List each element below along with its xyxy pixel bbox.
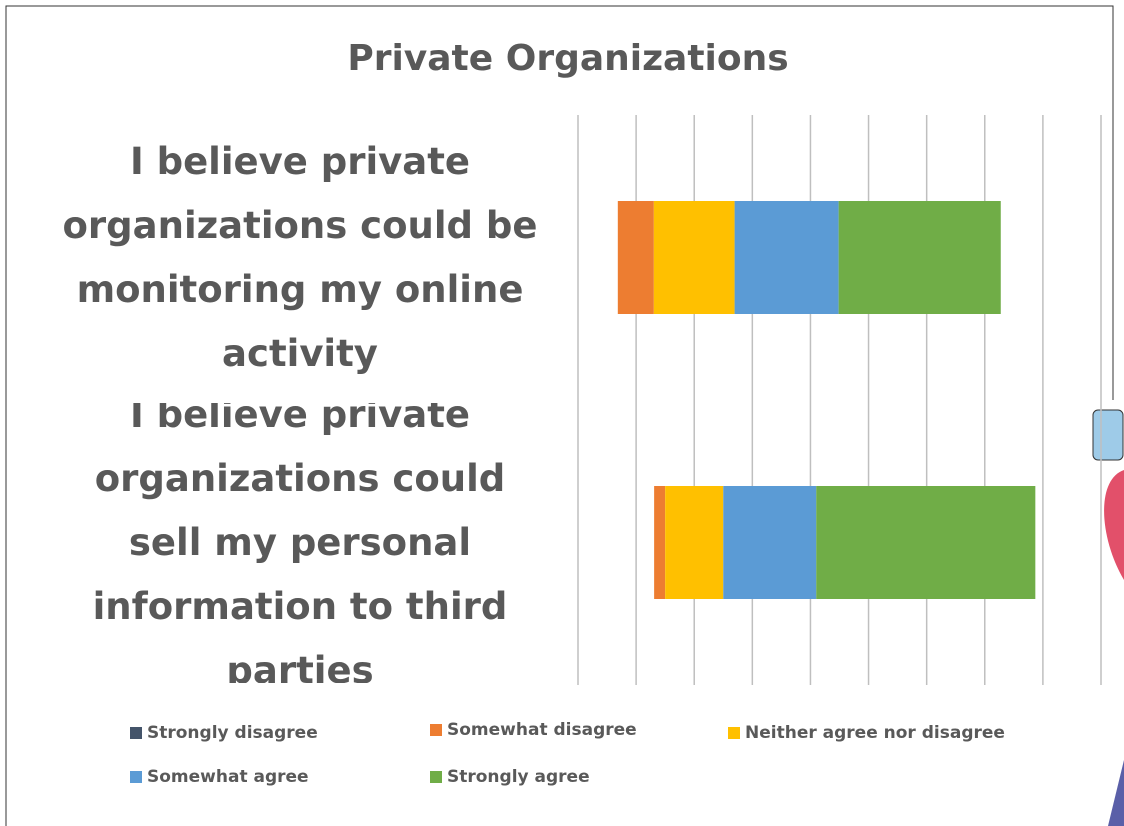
- chart: Private Organizations I believe private …: [0, 0, 1124, 826]
- category-label-box: I believe private organizations could se…: [20, 403, 580, 683]
- legend-label: Strongly agree: [447, 767, 590, 787]
- legend-swatch: [430, 724, 442, 736]
- legend-label: Neither agree nor disagree: [745, 723, 1005, 743]
- legend-swatch: [130, 771, 142, 783]
- legend-label: Somewhat disagree: [447, 720, 637, 740]
- bar-segment: [618, 201, 654, 314]
- category-label-box: I believe private organizations could be…: [20, 118, 580, 398]
- legend-swatch: [130, 727, 142, 739]
- bar-segment: [816, 486, 1035, 599]
- legend-label: Somewhat agree: [147, 767, 309, 787]
- category-label: I believe private organizations could be…: [20, 118, 580, 398]
- decoration: [1093, 410, 1123, 460]
- legend-swatch: [728, 727, 740, 739]
- bar-segment: [665, 486, 723, 599]
- chart-title: Private Organizations: [347, 38, 788, 79]
- bar-segment: [839, 201, 1001, 314]
- bar-segment: [735, 201, 839, 314]
- category-label: I believe private organizations could se…: [20, 403, 580, 683]
- legend-label: Strongly disagree: [147, 723, 318, 743]
- legend-swatch: [430, 771, 442, 783]
- bar-segment: [654, 486, 665, 599]
- bar-segment: [723, 486, 816, 599]
- bar-segment: [654, 201, 735, 314]
